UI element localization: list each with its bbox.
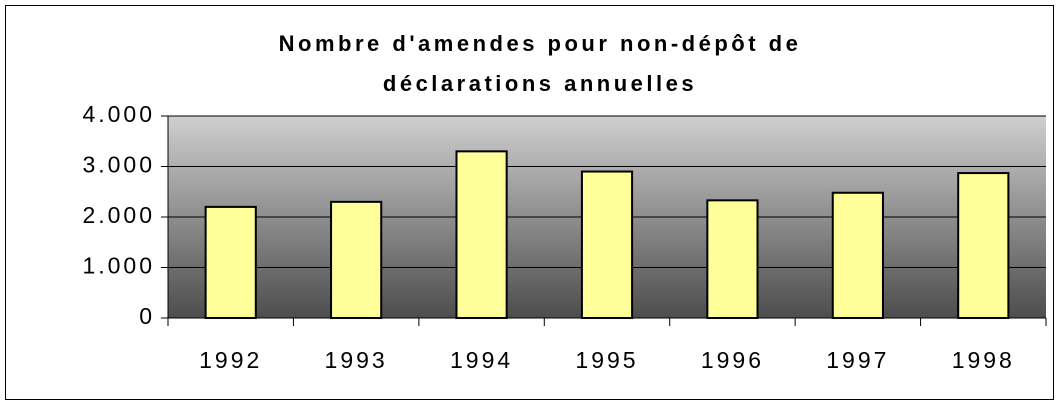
y-tick-label: 4.000 [82, 101, 155, 127]
y-tick-label: 1.000 [82, 253, 155, 279]
bar [957, 172, 1010, 319]
x-tick-label: 1993 [325, 347, 388, 373]
bar [204, 205, 257, 319]
bar [580, 170, 634, 319]
x-tick-label: 1996 [701, 347, 764, 373]
bar [455, 150, 508, 319]
y-tick-label: 2.000 [82, 202, 155, 228]
x-tick-label: 1994 [450, 347, 513, 373]
x-tick-label: 1997 [826, 347, 889, 373]
bar [706, 199, 759, 320]
bar [831, 191, 884, 319]
x-tick-label: 1998 [952, 347, 1015, 373]
chart-title: déclarations annuelles [383, 71, 697, 96]
y-tick-label: 0 [139, 303, 155, 329]
y-tick-label: 3.000 [82, 152, 155, 178]
x-tick-label: 1992 [199, 347, 262, 373]
chart-title: Nombre d'amendes pour non-dépôt de [279, 31, 802, 56]
bar [330, 200, 383, 320]
x-tick-label: 1995 [575, 347, 638, 373]
